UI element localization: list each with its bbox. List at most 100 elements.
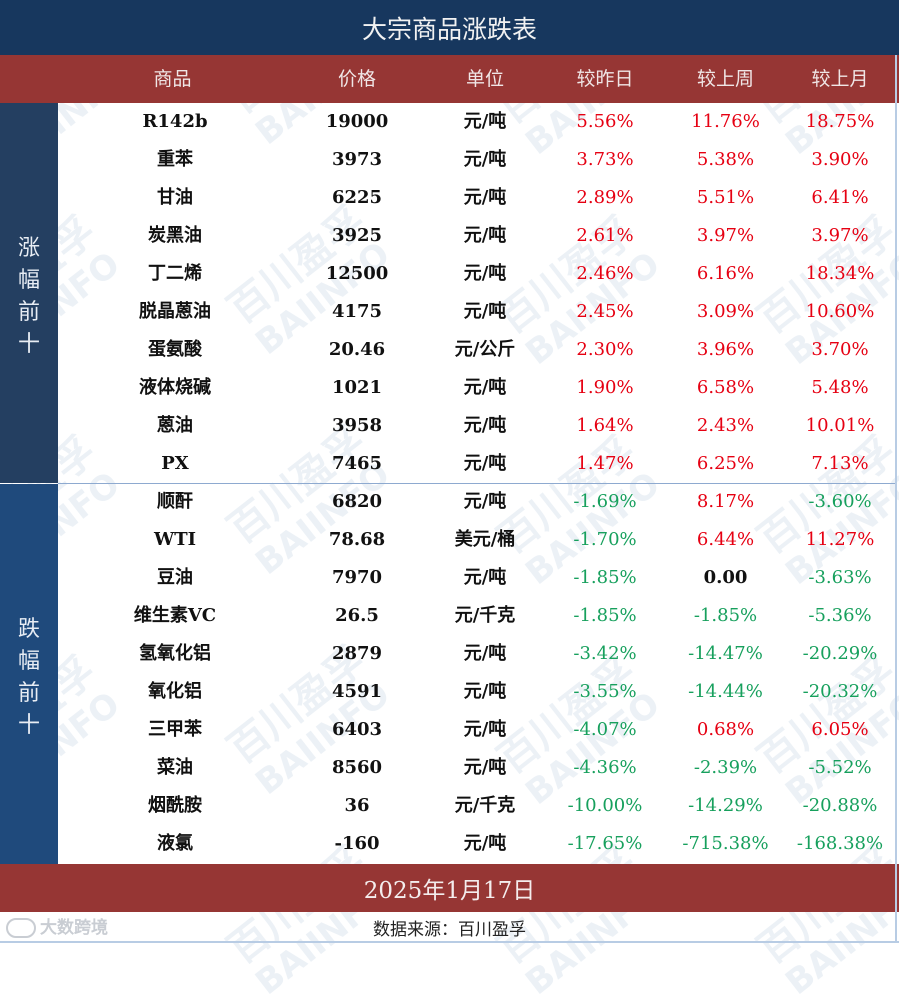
change-vs-yesterday: 1.47% xyxy=(576,453,634,474)
table-row: 重苯 3973 元/吨 3.73% 5.38% 3.90% xyxy=(0,141,899,179)
commodity-name: 丁二烯 xyxy=(148,263,202,284)
table-row: 蛋氨酸 20.46 元/公斤 2.30% 3.96% 3.70% xyxy=(0,331,899,369)
change-vs-yesterday: -10.00% xyxy=(567,795,643,816)
change-vs-yesterday: 1.90% xyxy=(576,377,634,398)
price: 3973 xyxy=(331,149,383,170)
change-vs-last-month: 10.60% xyxy=(805,301,875,322)
column-header-vs-yesterday: 较昨日 xyxy=(576,68,634,90)
column-header-vs-last-week: 较上周 xyxy=(696,68,754,90)
change-vs-last-week: -2.39% xyxy=(693,757,758,778)
change-vs-last-week: 11.76% xyxy=(691,111,760,132)
price: 19000 xyxy=(325,111,389,132)
commodity-name: R142b xyxy=(142,111,208,132)
unit: 元/吨 xyxy=(463,491,507,512)
change-vs-last-month: 11.27% xyxy=(805,529,875,550)
change-vs-yesterday: -1.70% xyxy=(573,529,637,550)
change-vs-last-week: 8.17% xyxy=(696,491,755,512)
unit: 元/吨 xyxy=(463,263,507,284)
change-vs-yesterday: 2.61% xyxy=(576,225,634,246)
unit: 元/吨 xyxy=(463,833,507,854)
commodity-name: 菜油 xyxy=(157,757,193,778)
change-vs-last-month: -5.52% xyxy=(808,757,872,778)
unit: 元/吨 xyxy=(463,453,507,474)
commodity-name: 重苯 xyxy=(157,149,193,170)
change-vs-yesterday: -3.55% xyxy=(573,681,637,702)
unit: 元/吨 xyxy=(463,719,507,740)
change-vs-last-month: -20.88% xyxy=(802,795,878,816)
change-vs-last-month: 7.13% xyxy=(811,453,869,474)
change-vs-last-week: 6.16% xyxy=(696,263,755,284)
commodity-name: 蛋氨酸 xyxy=(148,339,202,360)
unit: 美元/桶 xyxy=(454,529,516,550)
change-vs-yesterday: 2.89% xyxy=(576,187,634,208)
unit: 元/吨 xyxy=(463,643,507,664)
table-row: 三甲苯 6403 元/吨 -4.07% 0.68% 6.05% xyxy=(0,711,899,749)
price: 3925 xyxy=(331,225,383,246)
unit: 元/吨 xyxy=(463,415,507,436)
table-row: 豆油 7970 元/吨 -1.85% 0.00 -3.63% xyxy=(0,559,899,597)
unit: 元/吨 xyxy=(463,187,507,208)
column-header-commodity: 商品 xyxy=(153,68,192,90)
commodity-name: 维生素VC xyxy=(133,605,217,626)
change-vs-yesterday: -17.65% xyxy=(567,833,643,854)
page-title: 大宗商品涨跌表 xyxy=(0,0,899,55)
change-vs-yesterday: -1.85% xyxy=(573,605,637,626)
losers-section-label: 跌 幅 前 十 xyxy=(17,617,40,738)
unit: 元/吨 xyxy=(463,225,507,246)
price: 4175 xyxy=(331,301,383,322)
price: 1021 xyxy=(331,377,383,398)
change-vs-last-week: -14.44% xyxy=(688,681,763,702)
commodity-name: 甘油 xyxy=(157,187,193,208)
losers-section-band: 跌 幅 前 十 xyxy=(0,484,58,864)
change-vs-last-month: 18.34% xyxy=(805,263,875,284)
price: 36 xyxy=(344,795,370,816)
column-header-price: 价格 xyxy=(337,68,376,90)
change-vs-yesterday: 2.30% xyxy=(576,339,634,360)
column-header-unit: 单位 xyxy=(465,68,504,90)
unit: 元/吨 xyxy=(463,301,507,322)
commodity-name: 液氯 xyxy=(157,833,193,854)
unit: 元/吨 xyxy=(463,111,507,132)
table-row: 顺酐 6820 元/吨 -1.69% 8.17% -3.60% xyxy=(0,483,899,521)
unit: 元/公斤 xyxy=(454,339,516,360)
table-row: 氢氧化铝 2879 元/吨 -3.42% -14.47% -20.29% xyxy=(0,635,899,673)
commodity-name: 顺酐 xyxy=(157,491,193,512)
unit: 元/吨 xyxy=(463,567,507,588)
unit: 元/吨 xyxy=(463,149,507,170)
table-row: 脱晶蒽油 4175 元/吨 2.45% 3.09% 10.60% xyxy=(0,293,899,331)
change-vs-yesterday: -1.69% xyxy=(573,491,637,512)
change-vs-last-week: 0.68% xyxy=(696,719,755,740)
change-vs-yesterday: 2.45% xyxy=(576,301,634,322)
commodity-name: 豆油 xyxy=(157,567,193,588)
change-vs-yesterday: 2.46% xyxy=(576,263,634,284)
report-date: 2025年1月17日 xyxy=(0,864,899,912)
change-vs-last-week: -14.29% xyxy=(688,795,763,816)
table-row: 氧化铝 4591 元/吨 -3.55% -14.44% -20.32% xyxy=(0,673,899,711)
change-vs-last-week: 3.09% xyxy=(696,301,755,322)
change-vs-last-month: 5.48% xyxy=(811,377,869,398)
price: 26.5 xyxy=(335,605,379,626)
change-vs-yesterday: -4.36% xyxy=(573,757,637,778)
commodity-name: 三甲苯 xyxy=(148,719,202,740)
commodity-name: WTI xyxy=(153,529,197,550)
change-vs-last-month: -168.38% xyxy=(796,833,884,854)
table-row: 液氯 -160 元/吨 -17.65% -715.38% -168.38% xyxy=(0,825,899,863)
gainers-section-band: 涨 幅 前 十 xyxy=(0,103,58,483)
change-vs-last-month: 18.75% xyxy=(805,111,875,132)
price: 6225 xyxy=(331,187,383,208)
change-vs-last-month: -3.60% xyxy=(808,491,872,512)
unit: 元/千克 xyxy=(454,605,516,626)
price: 3958 xyxy=(331,415,383,436)
price: 8560 xyxy=(331,757,383,778)
price: 6403 xyxy=(331,719,383,740)
change-vs-last-week: 3.96% xyxy=(696,339,755,360)
table-row: 烟酰胺 36 元/千克 -10.00% -14.29% -20.88% xyxy=(0,787,899,825)
price: -160 xyxy=(334,833,380,854)
change-vs-last-month: 3.97% xyxy=(811,225,869,246)
table-row: 炭黑油 3925 元/吨 2.61% 3.97% 3.97% xyxy=(0,217,899,255)
change-vs-last-month: -20.32% xyxy=(802,681,878,702)
change-vs-yesterday: 3.73% xyxy=(576,149,634,170)
table-row: 甘油 6225 元/吨 2.89% 5.51% 6.41% xyxy=(0,179,899,217)
column-header-vs-last-month: 较上月 xyxy=(811,68,869,90)
price: 2879 xyxy=(331,643,383,664)
